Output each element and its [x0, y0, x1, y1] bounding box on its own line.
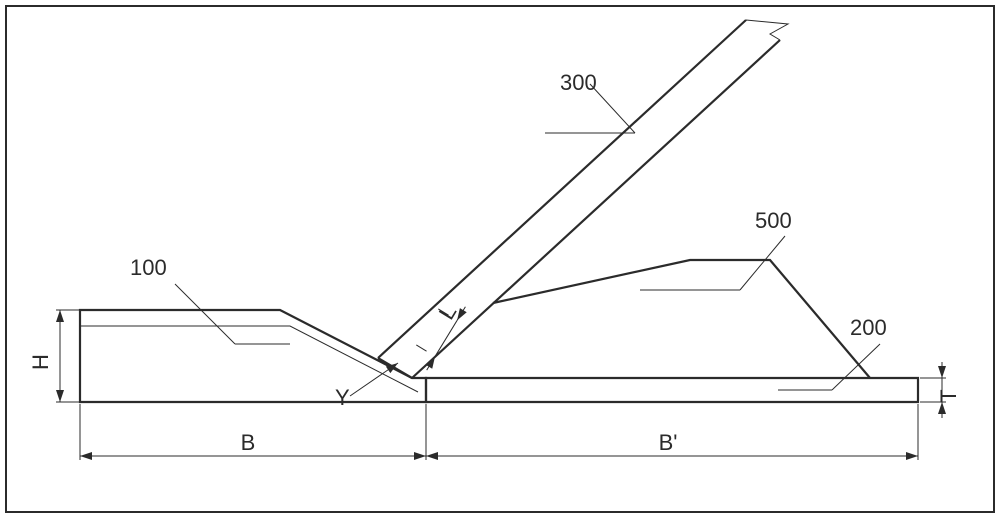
label-Y: Y [335, 385, 350, 410]
line-shape [740, 236, 785, 290]
label-500: 500 [755, 208, 792, 233]
label-100: 100 [130, 255, 167, 280]
path-shape [414, 452, 426, 460]
path-shape [938, 402, 946, 414]
line-shape [416, 345, 426, 351]
path-shape [426, 452, 438, 460]
diagram-canvas: 100200300500YHBB'TL [0, 0, 1000, 518]
dim-T: T [936, 389, 961, 402]
path-shape [938, 366, 946, 378]
dim-H: H [28, 354, 53, 370]
dim-B: B [241, 430, 256, 455]
part-500 [493, 260, 870, 378]
part-200 [426, 378, 918, 402]
line-shape [175, 284, 235, 344]
path-shape [56, 390, 64, 402]
line-shape [590, 84, 635, 133]
line-shape [832, 344, 880, 390]
label-300: 300 [560, 70, 597, 95]
dim-B': B' [659, 430, 678, 455]
break-mark [746, 20, 788, 40]
line-shape [378, 358, 412, 378]
path-shape [80, 452, 92, 460]
label-200: 200 [850, 315, 887, 340]
path-shape [56, 310, 64, 322]
part-100 [80, 310, 426, 402]
path-shape [425, 356, 435, 368]
inner-construction-line [80, 326, 418, 392]
path-shape [906, 452, 918, 460]
